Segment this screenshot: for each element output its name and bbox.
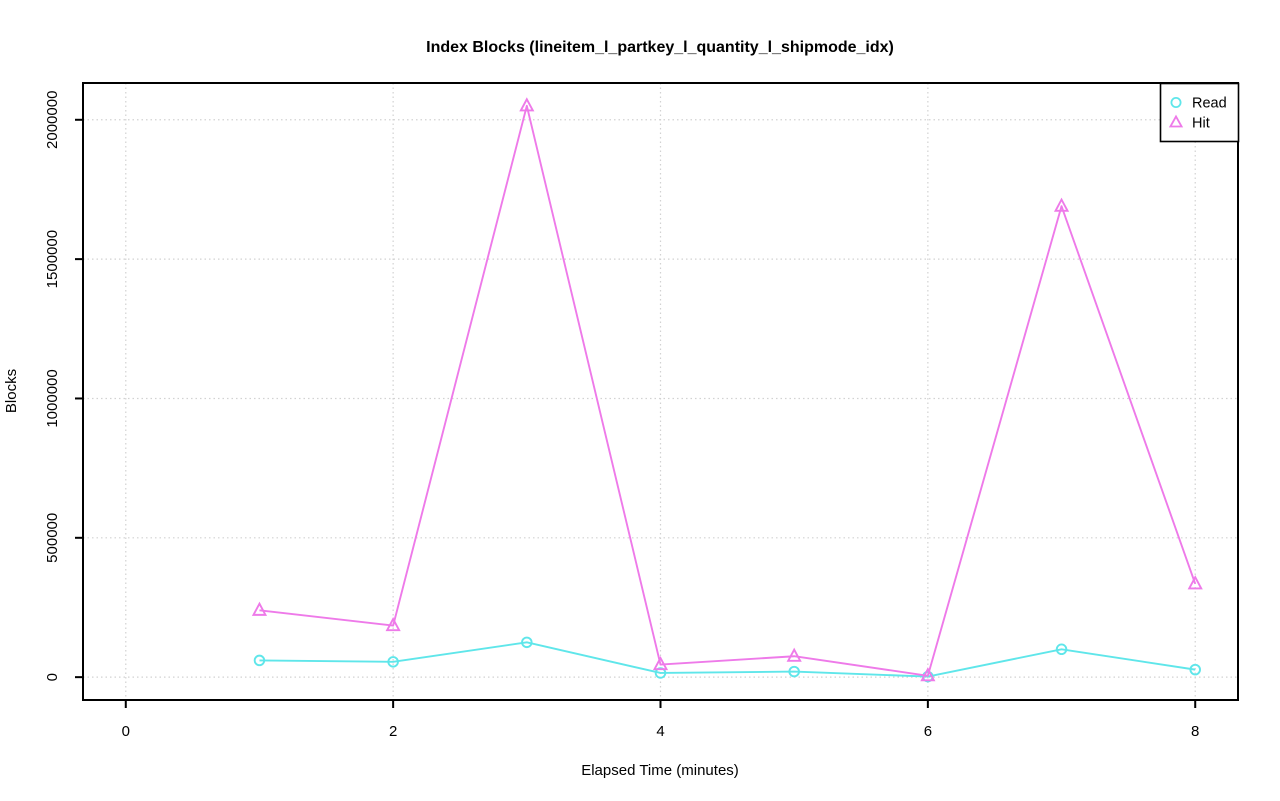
y-axis-label: Blocks bbox=[3, 369, 20, 413]
hit-point-6 bbox=[920, 667, 936, 682]
read-point-7 bbox=[1055, 643, 1068, 656]
series-lines bbox=[251, 97, 1203, 683]
x-tick-label-8: 8 bbox=[1191, 723, 1199, 740]
read-point-4 bbox=[654, 667, 667, 679]
series-line-hit bbox=[259, 104, 1197, 677]
gridlines bbox=[83, 83, 1238, 700]
read-point-2 bbox=[387, 656, 399, 668]
read-point-3 bbox=[521, 636, 533, 649]
hit-point-1 bbox=[251, 601, 268, 616]
hit-point-3 bbox=[519, 97, 535, 112]
hit-point-5 bbox=[786, 647, 802, 662]
x-tick-label-6: 6 bbox=[924, 723, 932, 740]
legend: Read Hit bbox=[1159, 82, 1240, 143]
legend-label-read: Read bbox=[1192, 96, 1227, 112]
tick-labels: 0 2 4 6 8 0 500000 1000000 1500000 2000000 bbox=[44, 91, 1199, 740]
hit-legend-marker-triangle-icon bbox=[1168, 114, 1184, 128]
y-tick-label-1000000: 1000000 bbox=[44, 369, 61, 427]
x-tick-label-2: 2 bbox=[389, 723, 397, 740]
legend-box bbox=[1159, 82, 1240, 143]
y-tick-label-1500000: 1500000 bbox=[44, 230, 61, 288]
chart-title: Index Blocks (lineitem_l_partkey_l_quant… bbox=[426, 39, 894, 56]
plot-border bbox=[82, 82, 1239, 701]
hit-point-2 bbox=[385, 616, 401, 632]
hit-point-8 bbox=[1187, 575, 1203, 590]
axes bbox=[75, 82, 1239, 708]
hit-point-4 bbox=[652, 655, 669, 671]
x-axis-label: Elapsed Time (minutes) bbox=[581, 762, 739, 779]
read-point-5 bbox=[788, 665, 800, 678]
y-tick-label-2000000: 2000000 bbox=[44, 91, 61, 149]
series-line-read bbox=[259, 641, 1196, 678]
read-point-1 bbox=[253, 654, 266, 667]
y-tick-label-0: 0 bbox=[44, 673, 61, 681]
hit-point-7 bbox=[1053, 197, 1070, 212]
x-tick-label-4: 4 bbox=[656, 723, 664, 740]
read-point-8 bbox=[1189, 663, 1201, 676]
y-tick-label-500000: 500000 bbox=[44, 513, 61, 563]
read-legend-marker-circle-icon bbox=[1170, 97, 1182, 109]
legend-label-hit: Hit bbox=[1192, 116, 1210, 132]
x-tick-label-0: 0 bbox=[122, 723, 130, 740]
